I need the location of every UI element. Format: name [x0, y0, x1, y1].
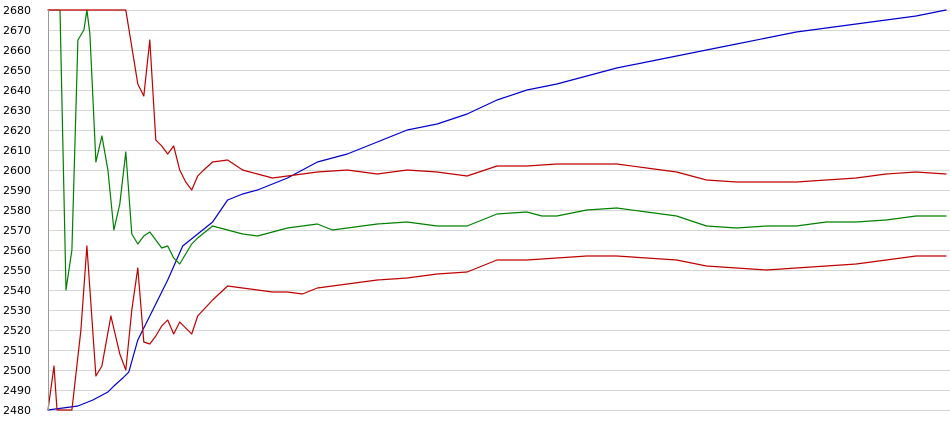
y-tick-label-2660: 2660 — [3, 44, 31, 57]
y-tick-label-2510: 2510 — [3, 344, 31, 357]
y-tick-label-2610: 2610 — [3, 144, 31, 157]
y-tick-label-2640: 2640 — [3, 84, 31, 97]
y-tick-label-2520: 2520 — [3, 324, 31, 337]
y-tick-label-2600: 2600 — [3, 164, 31, 177]
y-tick-label-2630: 2630 — [3, 104, 31, 117]
y-tick-label-2560: 2560 — [3, 244, 31, 257]
y-tick-label-2530: 2530 — [3, 304, 31, 317]
y-tick-label-2680: 2680 — [3, 4, 31, 17]
y-tick-label-2550: 2550 — [3, 264, 31, 277]
y-tick-label-2490: 2490 — [3, 384, 31, 397]
y-tick-label-2480: 2480 — [3, 404, 31, 417]
series-line-2 — [47, 9, 947, 291]
y-axis-tick-labels: 2480 2490 2500 2510 2520 2530 2540 2550 2560 2570… — [3, 4, 31, 417]
grid-lines — [48, 10, 950, 411]
y-tick-label-2570: 2570 — [3, 224, 31, 237]
series-line-1 — [47, 9, 947, 411]
series-line-3 — [47, 9, 947, 191]
y-tick-label-2590: 2590 — [3, 184, 31, 197]
y-tick-label-2650: 2650 — [3, 64, 31, 77]
series-line-4 — [47, 245, 947, 411]
y-tick-label-2540: 2540 — [3, 284, 31, 297]
y-tick-label-2500: 2500 — [3, 364, 31, 377]
y-tick-label-2620: 2620 — [3, 124, 31, 137]
y-tick-label-2580: 2580 — [3, 204, 31, 217]
series-lines — [47, 9, 947, 411]
y-tick-label-2670: 2670 — [3, 24, 31, 37]
